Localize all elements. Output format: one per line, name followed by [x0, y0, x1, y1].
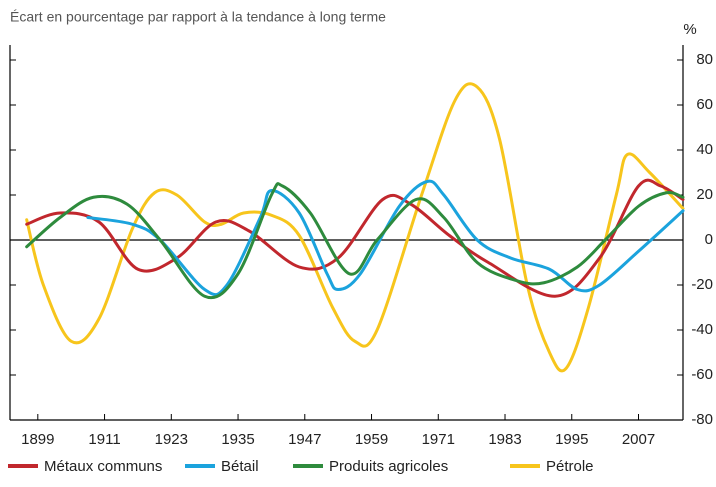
- y-tick-label: -40: [691, 321, 713, 338]
- y-tick-label: 0: [705, 231, 713, 248]
- y-tick-label: 40: [696, 141, 713, 158]
- x-tick-label: 1899: [21, 431, 54, 448]
- y-tick-label: -80: [691, 411, 713, 428]
- y-tick-label: 20: [696, 186, 713, 203]
- x-tick-label: 1971: [422, 431, 455, 448]
- legend-label: Pétrole: [546, 458, 594, 475]
- y-axis-label: %: [683, 21, 696, 38]
- x-tick-label: 1995: [555, 431, 588, 448]
- chart-title: Écart en pourcentage par rapport à la te…: [10, 9, 386, 25]
- series-line: [25, 182, 685, 300]
- y-tick-label: -20: [691, 276, 713, 293]
- legend-label: Métaux communs: [44, 458, 162, 475]
- x-tick-label: 2007: [622, 431, 655, 448]
- series-line: [86, 179, 685, 297]
- x-tick-label: 1935: [221, 431, 254, 448]
- series-line: [25, 82, 685, 373]
- y-tick-label: 60: [696, 96, 713, 113]
- legend-label: Bétail: [221, 458, 259, 475]
- x-tick-label: 1923: [155, 431, 188, 448]
- x-tick-label: 1983: [488, 431, 521, 448]
- series-line: [25, 178, 685, 298]
- legend-label: Produits agricoles: [329, 458, 448, 475]
- x-tick-label: 1947: [288, 431, 321, 448]
- x-tick-label: 1911: [88, 431, 120, 448]
- y-tick-label: 80: [696, 51, 713, 68]
- x-tick-label: 1959: [355, 431, 388, 448]
- y-tick-label: -60: [691, 366, 713, 383]
